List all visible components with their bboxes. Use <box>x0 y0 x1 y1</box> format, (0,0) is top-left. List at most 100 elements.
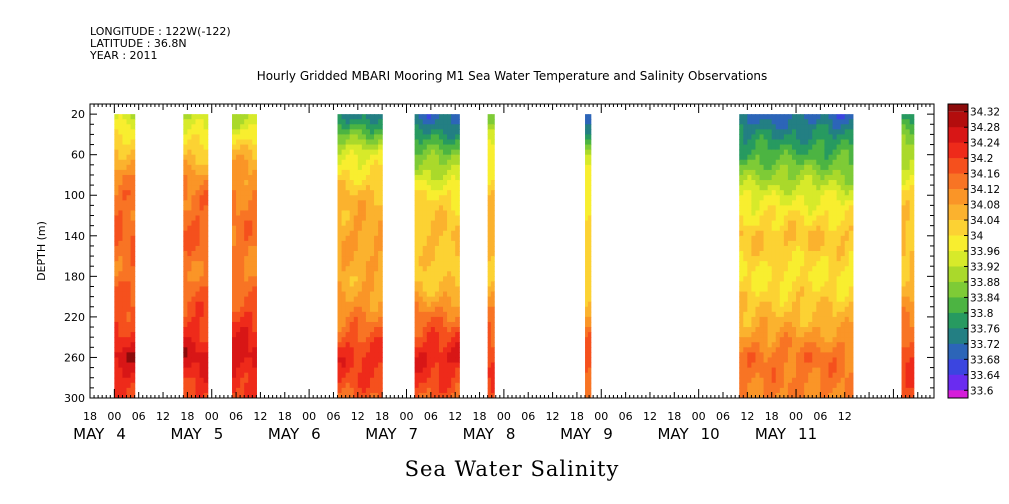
heatmap-cell <box>232 205 237 212</box>
heatmap-cell <box>767 195 773 201</box>
heatmap-cell <box>203 321 209 328</box>
heatmap-cell <box>775 332 781 338</box>
heatmap-cell <box>747 245 753 252</box>
heatmap-cell <box>378 220 383 227</box>
heatmap-cell <box>374 316 379 323</box>
heatmap-cell <box>374 377 379 384</box>
heatmap-cell <box>443 124 448 130</box>
heatmap-cell <box>771 230 777 237</box>
heatmap-cell <box>844 124 850 130</box>
heatmap-cell <box>832 205 838 212</box>
heatmap-cell <box>187 159 193 166</box>
latitude-label: LATITUDE : 36.8N <box>90 37 187 50</box>
heatmap-cell <box>199 185 205 191</box>
heatmap-cell <box>341 382 347 389</box>
heatmap-cell <box>361 291 367 298</box>
heatmap-cell <box>767 119 773 125</box>
heatmap-cell <box>800 337 805 343</box>
heatmap-cell <box>587 164 592 171</box>
heatmap-cell <box>447 342 452 348</box>
heatmap-cell <box>767 276 773 283</box>
heatmap-cell <box>812 144 817 151</box>
heatmap-cell <box>337 154 343 161</box>
heatmap-cell <box>812 286 817 293</box>
heatmap-cell <box>808 245 813 252</box>
heatmap-cell <box>832 215 838 222</box>
heatmap-cell <box>800 225 805 232</box>
heatmap-cell <box>240 154 245 161</box>
heatmap-cell <box>126 296 132 303</box>
heatmap-cell <box>771 337 777 343</box>
heatmap-cell <box>361 240 367 247</box>
heatmap-cell <box>739 235 744 242</box>
heatmap-cell <box>122 316 128 323</box>
colorbar-label: 33.68 <box>970 354 1000 366</box>
heatmap-cell <box>743 261 748 267</box>
heatmap-cell <box>426 306 432 313</box>
colorbar-band <box>948 111 968 128</box>
heatmap-cell <box>118 367 124 374</box>
heatmap-cell <box>418 266 424 272</box>
heatmap-cell <box>909 154 915 161</box>
heatmap-cell <box>796 185 801 191</box>
heatmap-cell <box>191 240 197 247</box>
x-month-label: MAY <box>171 425 203 443</box>
heatmap-cell <box>909 357 915 364</box>
heatmap-cell <box>775 342 781 348</box>
heatmap-cell <box>787 205 793 212</box>
heatmap-cell <box>341 301 347 308</box>
heatmap-cell <box>779 327 785 333</box>
heatmap-cell <box>443 215 448 222</box>
heatmap-cell <box>763 387 769 394</box>
heatmap-cell <box>353 154 359 161</box>
heatmap-cell <box>905 200 911 206</box>
heatmap-cell <box>848 215 854 222</box>
heatmap-cell <box>430 332 436 338</box>
heatmap-cell <box>844 235 850 242</box>
heatmap-cell <box>426 215 432 222</box>
heatmap-cell <box>345 296 351 303</box>
heatmap-cell <box>191 225 197 232</box>
heatmap-cell <box>840 367 846 374</box>
heatmap-cell <box>378 377 383 384</box>
heatmap-cell <box>414 261 420 267</box>
heatmap-cell <box>361 124 367 130</box>
heatmap-cell <box>345 230 351 237</box>
heatmap-cell <box>804 286 809 293</box>
heatmap-cell <box>587 301 592 308</box>
heatmap-cell <box>240 114 245 120</box>
heatmap-cell <box>349 327 355 333</box>
heatmap-cell <box>422 321 428 328</box>
heatmap-cell <box>418 174 424 181</box>
heatmap-cell <box>585 129 589 136</box>
heatmap-cell <box>771 321 777 328</box>
heatmap-cell <box>901 129 907 136</box>
heatmap-cell <box>844 347 850 353</box>
heatmap-cell <box>759 377 765 384</box>
heatmap-cell <box>848 205 854 212</box>
heatmap-cell <box>365 210 371 217</box>
heatmap-cell <box>824 210 830 217</box>
heatmap-cell <box>422 119 428 125</box>
heatmap-cell <box>447 245 452 252</box>
heatmap-cell <box>183 367 188 374</box>
heatmap-cell <box>191 296 197 303</box>
heatmap-cell <box>187 205 193 212</box>
heatmap-cell <box>191 372 197 379</box>
heatmap-cell <box>816 144 821 151</box>
heatmap-cell <box>787 149 793 156</box>
heatmap-cell <box>783 342 789 348</box>
heatmap-cell <box>361 352 367 359</box>
heatmap-cell <box>816 266 821 272</box>
heatmap-cell <box>114 185 120 191</box>
heatmap-cell <box>195 367 201 374</box>
heatmap-cell <box>832 149 838 156</box>
heatmap-cell <box>909 200 915 206</box>
heatmap-cell <box>451 225 456 232</box>
heatmap-cell <box>800 200 805 206</box>
heatmap-cell <box>451 266 456 272</box>
heatmap-cell <box>126 225 132 232</box>
heatmap-cell <box>369 256 375 262</box>
heatmap-cell <box>337 392 343 398</box>
heatmap-cell <box>430 154 436 161</box>
